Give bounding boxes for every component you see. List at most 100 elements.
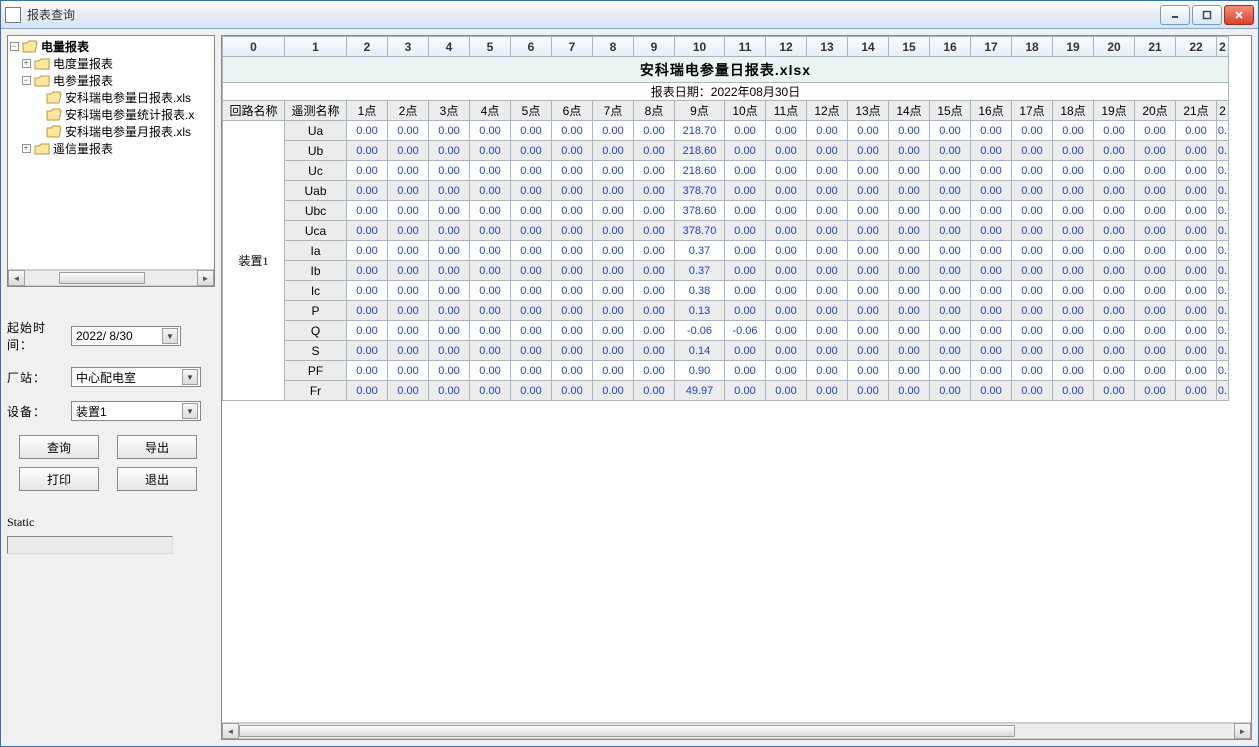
value-cell: 0.00 (1012, 301, 1053, 321)
value-cell: 0.00 (1094, 261, 1135, 281)
scroll-track[interactable] (239, 723, 1234, 739)
value-cell: 0.00 (889, 261, 930, 281)
col-index[interactable]: 20 (1094, 37, 1135, 57)
value-cell: 0.00 (930, 161, 971, 181)
col-index[interactable]: 8 (593, 37, 634, 57)
scroll-right-button[interactable]: ► (1234, 723, 1251, 739)
col-index[interactable]: 15 (889, 37, 930, 57)
scroll-left-button[interactable]: ◄ (8, 270, 25, 286)
chevron-down-icon[interactable]: ▼ (182, 369, 198, 385)
value-cell: 0.00 (388, 241, 429, 261)
folder-open-icon (22, 40, 38, 53)
value-cell: 0.00 (1012, 221, 1053, 241)
col-index[interactable]: 19 (1053, 37, 1094, 57)
col-index[interactable]: 1 (285, 37, 347, 57)
col-index[interactable]: 17 (971, 37, 1012, 57)
start-date-value: 2022/ 8/30 (76, 329, 133, 343)
col-index[interactable]: 22 (1176, 37, 1217, 57)
col-index[interactable]: 12 (766, 37, 807, 57)
value-cell: 0.00 (634, 161, 675, 181)
col-index[interactable]: 21 (1135, 37, 1176, 57)
col-index[interactable]: 16 (930, 37, 971, 57)
report-hscrollbar[interactable]: ◄ ► (222, 722, 1251, 739)
col-index[interactable]: 18 (1012, 37, 1053, 57)
minimize-button[interactable] (1160, 5, 1190, 25)
plant-value: 中心配电室 (76, 369, 136, 386)
scroll-track[interactable] (25, 270, 197, 286)
twist-icon[interactable]: − (10, 42, 19, 51)
value-cell: 0.00 (848, 181, 889, 201)
value-cell: 0.00 (470, 121, 511, 141)
value-cell: 0.00 (766, 241, 807, 261)
col-index[interactable]: 13 (807, 37, 848, 57)
col-index[interactable]: 10 (675, 37, 725, 57)
export-button[interactable]: 导出 (117, 435, 197, 459)
exit-button[interactable]: 退出 (117, 467, 197, 491)
scroll-right-button[interactable]: ► (197, 270, 214, 286)
col-header: 15点 (930, 101, 971, 121)
tree-leaf[interactable]: 安科瑞电参量统计报表.x (8, 106, 214, 123)
tree-node[interactable]: + 电度量报表 (8, 55, 214, 72)
device-combo[interactable]: 装置1 ▼ (71, 401, 201, 421)
data-row: PF0.000.000.000.000.000.000.000.000.900.… (223, 361, 1229, 381)
scroll-left-button[interactable]: ◄ (222, 723, 239, 739)
value-cell: 0.00 (848, 301, 889, 321)
print-button[interactable]: 打印 (19, 467, 99, 491)
value-cell: 0.00 (511, 361, 552, 381)
col-header: 1点 (347, 101, 388, 121)
titlebar[interactable]: 报表查询 (1, 1, 1258, 29)
twist-icon[interactable]: + (22, 59, 31, 68)
tree-label: 安科瑞电参量统计报表.x (65, 106, 194, 123)
col-index[interactable]: 2 (1217, 37, 1229, 57)
value-cell: 0.00 (634, 301, 675, 321)
value-cell: 0.00 (1012, 361, 1053, 381)
col-index[interactable]: 4 (429, 37, 470, 57)
close-button[interactable] (1224, 5, 1254, 25)
scroll-thumb[interactable] (59, 272, 145, 284)
tree-root[interactable]: − 电量报表 (8, 38, 214, 55)
value-cell: 0.00 (593, 221, 634, 241)
col-index[interactable]: 14 (848, 37, 889, 57)
plant-combo[interactable]: 中心配电室 ▼ (71, 367, 201, 387)
tree-node[interactable]: + 遥信量报表 (8, 140, 214, 157)
value-cell: 0.00 (1012, 141, 1053, 161)
scroll-thumb[interactable] (239, 725, 1015, 737)
value-cell: 0.00 (848, 281, 889, 301)
col-index[interactable]: 0 (223, 37, 285, 57)
value-cell: 0.00 (1012, 161, 1053, 181)
query-button[interactable]: 查询 (19, 435, 99, 459)
tree-node[interactable]: − 电参量报表 (8, 72, 214, 89)
chevron-down-icon[interactable]: ▼ (182, 403, 198, 419)
col-index[interactable]: 11 (725, 37, 766, 57)
value-cell: 0.00 (971, 321, 1012, 341)
twist-icon[interactable]: + (22, 144, 31, 153)
col-index[interactable]: 3 (388, 37, 429, 57)
col-header: 17点 (1012, 101, 1053, 121)
value-cell: 0.00 (470, 381, 511, 401)
value-cell: 0.00 (807, 341, 848, 361)
col-index[interactable]: 5 (470, 37, 511, 57)
value-cell: 0.00 (930, 221, 971, 241)
value-cell: 0.00 (725, 361, 766, 381)
tree[interactable]: − 电量报表 + 电度量报表 − 电参量报表 (8, 36, 214, 159)
value-cell: 0.00 (470, 321, 511, 341)
grid-wrap[interactable]: 0123456789101112131415161718192021222安科瑞… (222, 36, 1251, 722)
twist-icon[interactable]: − (22, 76, 31, 85)
tree-leaf[interactable]: 安科瑞电参量日报表.xls (8, 89, 214, 106)
col-index[interactable]: 9 (634, 37, 675, 57)
col-index[interactable]: 7 (552, 37, 593, 57)
col-index[interactable]: 2 (347, 37, 388, 57)
start-date-input[interactable]: 2022/ 8/30 ▼ (71, 326, 181, 346)
col-index[interactable]: 6 (511, 37, 552, 57)
tree-leaf[interactable]: 安科瑞电参量月报表.xls (8, 123, 214, 140)
value-cell: 0.00 (511, 201, 552, 221)
value-cell: 0.00 (889, 221, 930, 241)
value-cell: 0.00 (1012, 201, 1053, 221)
value-cell: 0.00 (807, 241, 848, 261)
value-cell: 0.00 (1053, 181, 1094, 201)
metric-cell: P (285, 301, 347, 321)
maximize-button[interactable] (1192, 5, 1222, 25)
col-header: 19点 (1094, 101, 1135, 121)
tree-hscrollbar[interactable]: ◄ ► (8, 269, 214, 286)
chevron-down-icon[interactable]: ▼ (162, 328, 178, 344)
